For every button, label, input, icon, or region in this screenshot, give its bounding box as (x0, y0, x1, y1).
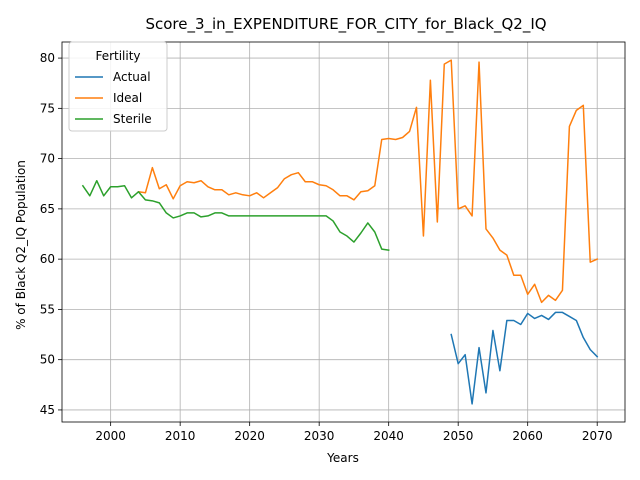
y-tick-label: 50 (40, 353, 55, 367)
y-tick-label: 60 (40, 252, 55, 266)
legend: Fertility Actual Ideal Sterile (68, 41, 168, 132)
x-tick-label: 2000 (95, 429, 126, 443)
legend-label-ideal: Ideal (113, 91, 142, 105)
series-line-actual (450, 311, 599, 405)
y-tick-label: 80 (40, 51, 55, 65)
grid-lines (62, 42, 625, 422)
legend-label-sterile: Sterile (113, 112, 152, 126)
y-tick-label: 45 (40, 403, 55, 417)
x-tick-label: 2030 (304, 429, 335, 443)
x-axis: 2000 2010 2020 2030 2040 2050 2060 2070 (95, 422, 612, 443)
plot-frame (61, 41, 626, 423)
y-tick-label: 65 (40, 202, 55, 216)
y-tick-label: 70 (40, 152, 55, 166)
series-line-ideal (137, 59, 599, 304)
y-axis: 45 50 55 60 65 70 75 80 (40, 51, 62, 417)
x-tick-label: 2060 (512, 429, 543, 443)
legend-title: Fertility (95, 49, 140, 63)
series-lines (81, 59, 599, 405)
x-tick-label: 2040 (373, 429, 404, 443)
chart-title: Score_3_in_EXPENDITURE_FOR_CITY_for_Blac… (145, 15, 546, 34)
y-tick-label: 55 (40, 302, 55, 316)
x-tick-label: 2010 (165, 429, 196, 443)
x-tick-label: 2050 (443, 429, 474, 443)
legend-frame (68, 41, 168, 132)
x-tick-label: 2070 (582, 429, 613, 443)
series-line-sterile (81, 179, 390, 251)
x-axis-label: Years (326, 451, 359, 465)
legend-label-actual: Actual (113, 70, 151, 84)
y-tick-label: 75 (40, 101, 55, 115)
legend-items: Actual Ideal Sterile (75, 70, 152, 126)
x-tick-label: 2020 (234, 429, 265, 443)
y-axis-label: % of Black Q2_IQ Population (14, 160, 28, 330)
